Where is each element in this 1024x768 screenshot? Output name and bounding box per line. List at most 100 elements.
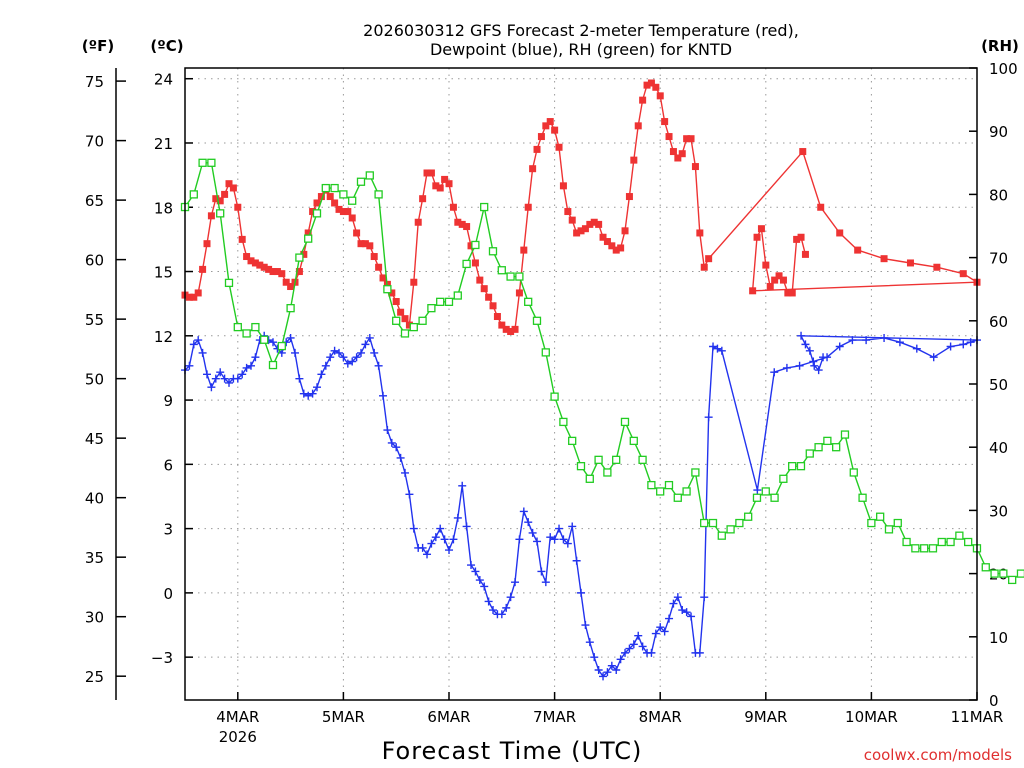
dewpoint-point xyxy=(445,546,454,555)
rh-point xyxy=(814,443,823,452)
dewpoint-point xyxy=(238,370,247,379)
rh-point xyxy=(840,430,850,439)
temperature-point xyxy=(480,285,488,293)
dewpoint-point xyxy=(352,353,361,362)
dewpoint-point xyxy=(568,522,577,531)
chart-title-line-2: Dewpoint (blue), RH (green) for KNTD xyxy=(430,40,732,59)
temperature-point xyxy=(357,240,365,248)
dewpoint-point xyxy=(603,668,612,677)
temperature-point xyxy=(221,190,229,198)
temperature-point xyxy=(766,283,774,291)
dewpoint-point xyxy=(361,340,370,349)
temperature-point xyxy=(784,289,792,297)
fahrenheit-tick-label: 40 xyxy=(85,490,104,508)
dewpoint-point xyxy=(396,453,405,462)
dewpoint-point xyxy=(880,333,889,342)
temperature-point xyxy=(331,199,339,207)
temperature-point xyxy=(309,208,317,216)
temperature-point xyxy=(441,175,449,183)
rh-point xyxy=(849,468,858,477)
rh-point xyxy=(444,297,454,306)
dewpoint-point xyxy=(819,353,828,362)
dewpoint-point xyxy=(700,593,709,602)
fahrenheit-tick-label: 45 xyxy=(85,430,104,448)
rh-point xyxy=(964,537,973,547)
temperature-point xyxy=(507,328,515,336)
dewpoint-point xyxy=(313,383,322,392)
dewpoint-point xyxy=(515,535,524,544)
rh-line xyxy=(184,162,1024,581)
temperature-point xyxy=(546,118,554,126)
temperature-point xyxy=(551,126,559,134)
temperature-point xyxy=(771,276,779,284)
temperature-point xyxy=(757,225,765,233)
temperature-point xyxy=(454,218,462,226)
dewpoint-point xyxy=(216,368,225,377)
dewpoint-point xyxy=(559,535,568,544)
rh-point xyxy=(506,272,515,281)
dewpoint-point xyxy=(704,413,713,422)
dewpoint-point xyxy=(335,348,344,357)
temperature-point xyxy=(630,156,638,164)
fahrenheit-unit-label: (ºF) xyxy=(82,37,114,55)
rh-point xyxy=(717,531,726,540)
temperature-point xyxy=(568,216,576,224)
temperature-point xyxy=(199,265,207,273)
fahrenheit-tick-label: 60 xyxy=(85,252,104,270)
dewpoint-point xyxy=(304,391,313,400)
temperature-point xyxy=(388,289,396,297)
dewpoint-point xyxy=(660,627,669,636)
rh-point xyxy=(761,487,770,496)
temperature-point xyxy=(414,218,422,226)
temperature-point xyxy=(669,148,677,156)
rh-tick-label: 90 xyxy=(989,123,1008,141)
dewpoint-point xyxy=(418,543,427,552)
temperature-point xyxy=(485,293,493,301)
dewpoint-point xyxy=(269,338,278,347)
dewpoint-point xyxy=(480,582,489,591)
temperature-point xyxy=(617,244,625,252)
temperature-point xyxy=(326,193,334,201)
celsius-tick-label: 9 xyxy=(163,392,173,410)
temperature-point xyxy=(621,227,629,235)
temperature-point xyxy=(691,163,699,171)
rh-point xyxy=(321,183,330,193)
celsius-tick-label: 0 xyxy=(163,585,173,603)
rh-point xyxy=(339,190,348,199)
dewpoint-point xyxy=(590,653,599,662)
rh-point xyxy=(752,493,762,502)
rh-point xyxy=(207,158,216,167)
temperature-point xyxy=(449,203,457,211)
rh-point xyxy=(990,569,999,578)
temperature-point xyxy=(436,184,444,192)
rh-point xyxy=(999,569,1008,578)
rh-point xyxy=(541,348,550,357)
temperature-point xyxy=(647,79,655,87)
dewpoint-point xyxy=(673,593,682,602)
rh-point xyxy=(920,544,929,553)
rh-unit-label: (RH) xyxy=(981,37,1019,55)
dewpoint-point xyxy=(506,593,515,602)
temperature-point xyxy=(335,205,343,213)
fahrenheit-tick-label: 25 xyxy=(85,668,104,686)
temperature-point xyxy=(348,214,356,222)
temperature-point xyxy=(595,220,603,228)
rh-point xyxy=(198,158,207,167)
temperature-point xyxy=(674,154,682,162)
dewpoint-point xyxy=(242,363,251,372)
dewpoint-point xyxy=(251,353,260,362)
dewpoint-point xyxy=(709,342,718,351)
celsius-tick-label: 3 xyxy=(163,521,173,539)
dewpoint-point xyxy=(550,535,559,544)
celsius-tick-label: 21 xyxy=(154,135,173,153)
dewpoint-point xyxy=(330,346,339,355)
dewpoint-point xyxy=(814,366,823,375)
temperature-point xyxy=(234,203,242,211)
temperature-point xyxy=(401,315,409,323)
temperature-point xyxy=(243,253,251,261)
rh-point xyxy=(383,285,392,294)
dewpoint-point xyxy=(225,378,234,387)
temperature-point xyxy=(533,145,541,153)
dewpoint-point xyxy=(431,533,440,542)
